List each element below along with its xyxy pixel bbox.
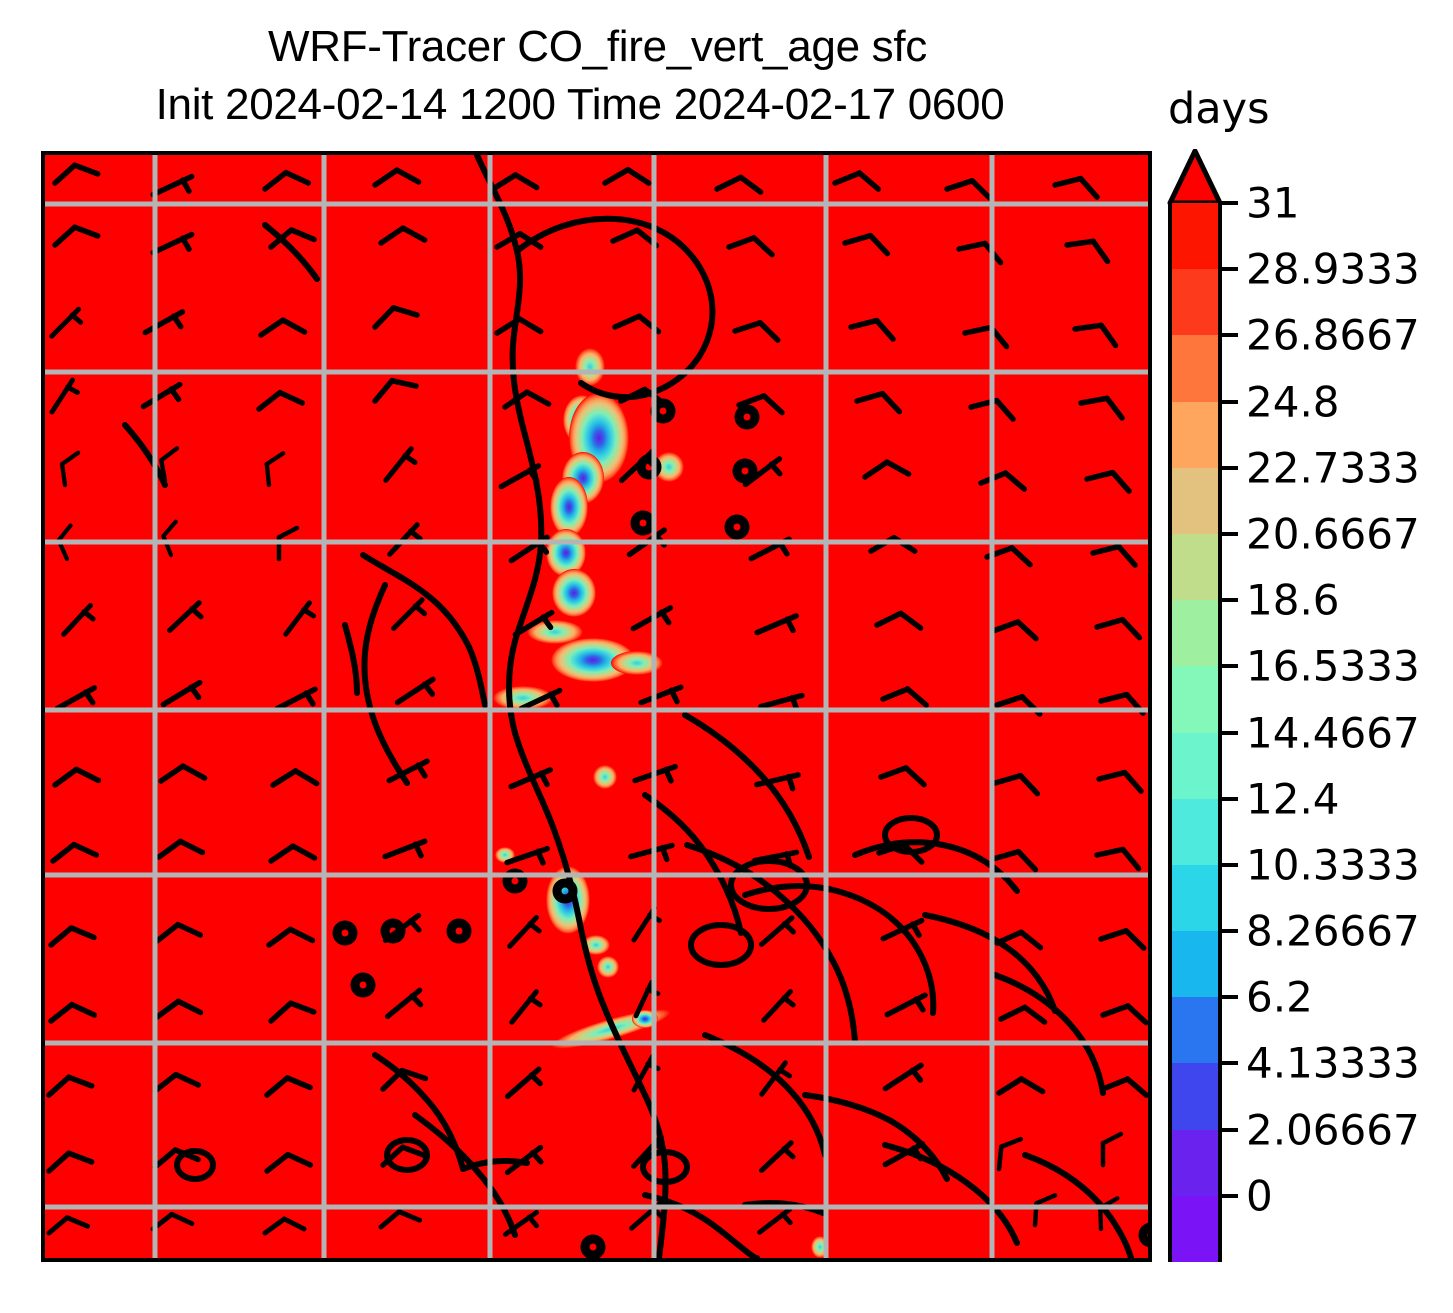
colorbar-units-label: days xyxy=(1168,84,1270,134)
colorbar-tick-mark xyxy=(1222,1193,1238,1198)
colorbar-tick-label: 31 xyxy=(1246,178,1300,228)
page-title: WRF-Tracer CO_fire_vert_age sfc xyxy=(268,22,927,71)
colorbar-tick-label: 28.9333 xyxy=(1246,244,1420,294)
colorbar-band xyxy=(1172,1063,1218,1130)
colorbar-band xyxy=(1172,864,1218,932)
colorbar-tick-mark xyxy=(1222,531,1238,536)
colorbar-band xyxy=(1172,732,1218,799)
colorbar-band xyxy=(1172,798,1218,865)
colorbar-tick-mark xyxy=(1222,664,1238,669)
map-gridlines xyxy=(45,155,1148,1258)
colorbar-tick-mark xyxy=(1222,929,1238,934)
colorbar-tick-label: 22.7333 xyxy=(1246,443,1420,493)
colorbar-band xyxy=(1172,335,1218,402)
colorbar-tick-mark xyxy=(1222,201,1238,205)
colorbar-tick-label: 20.6667 xyxy=(1246,509,1420,559)
colorbar-band xyxy=(1172,600,1218,667)
colorbar-tick-mark xyxy=(1222,1061,1238,1066)
colorbar-band xyxy=(1172,401,1218,468)
colorbar-tick-mark xyxy=(1222,267,1238,272)
colorbar-tick-mark xyxy=(1222,1127,1238,1132)
colorbar-tick-label: 8.26667 xyxy=(1246,906,1420,956)
colorbar-tick-mark xyxy=(1222,730,1238,735)
colorbar-tick-mark xyxy=(1222,995,1238,1000)
colorbar-band xyxy=(1172,997,1218,1064)
colorbar-band xyxy=(1172,467,1218,534)
colorbar-tick-label: 4.13333 xyxy=(1246,1038,1420,1088)
colorbar-band xyxy=(1172,533,1218,601)
colorbar[interactable]: 31 28.9333 26.8667 24.8 22.7333 20.6667 18.6 16… xyxy=(1167,149,1420,1266)
map-plot-area[interactable] xyxy=(41,151,1152,1262)
colorbar-band-stack xyxy=(1168,203,1222,1262)
colorbar-tick-label: 6.2 xyxy=(1246,972,1313,1022)
colorbar-band xyxy=(1172,269,1218,336)
colorbar-band xyxy=(1172,1195,1218,1262)
colorbar-tick-label: 10.3333 xyxy=(1246,840,1420,890)
colorbar-tick-label: 14.4667 xyxy=(1246,708,1420,757)
colorbar-band xyxy=(1172,1129,1218,1196)
colorbar-tick-mark xyxy=(1222,333,1238,338)
colorbar-band xyxy=(1172,666,1218,733)
colorbar-tick-mark xyxy=(1222,862,1238,867)
colorbar-tick-mark xyxy=(1222,598,1238,603)
colorbar-tick-label: 18.6 xyxy=(1246,575,1340,625)
tracer-field-heatmap xyxy=(45,155,1148,1258)
colorbar-tick-label: 16.5333 xyxy=(1246,641,1420,691)
colorbar-tick-label: 2.06667 xyxy=(1246,1105,1420,1155)
colorbar-tick-mark xyxy=(1222,465,1238,470)
colorbar-tick-mark xyxy=(1222,796,1238,801)
page-subtitle: Init 2024-02-14 1200 Time 2024-02-17 060… xyxy=(155,80,1005,129)
colorbar-band xyxy=(1172,203,1218,270)
colorbar-tick-group: 31 28.9333 26.8667 24.8 22.7333 20.6667 18.6 16… xyxy=(1168,149,1453,1266)
colorbar-band xyxy=(1172,931,1218,998)
colorbar-tick-label: 24.8 xyxy=(1246,377,1340,427)
colorbar-tick-label: 26.8667 xyxy=(1246,310,1420,360)
colorbar-tick-label: 12.4 xyxy=(1246,774,1340,824)
colorbar-tick-label: 0 xyxy=(1246,1171,1273,1221)
colorbar-tick-mark xyxy=(1222,399,1238,404)
